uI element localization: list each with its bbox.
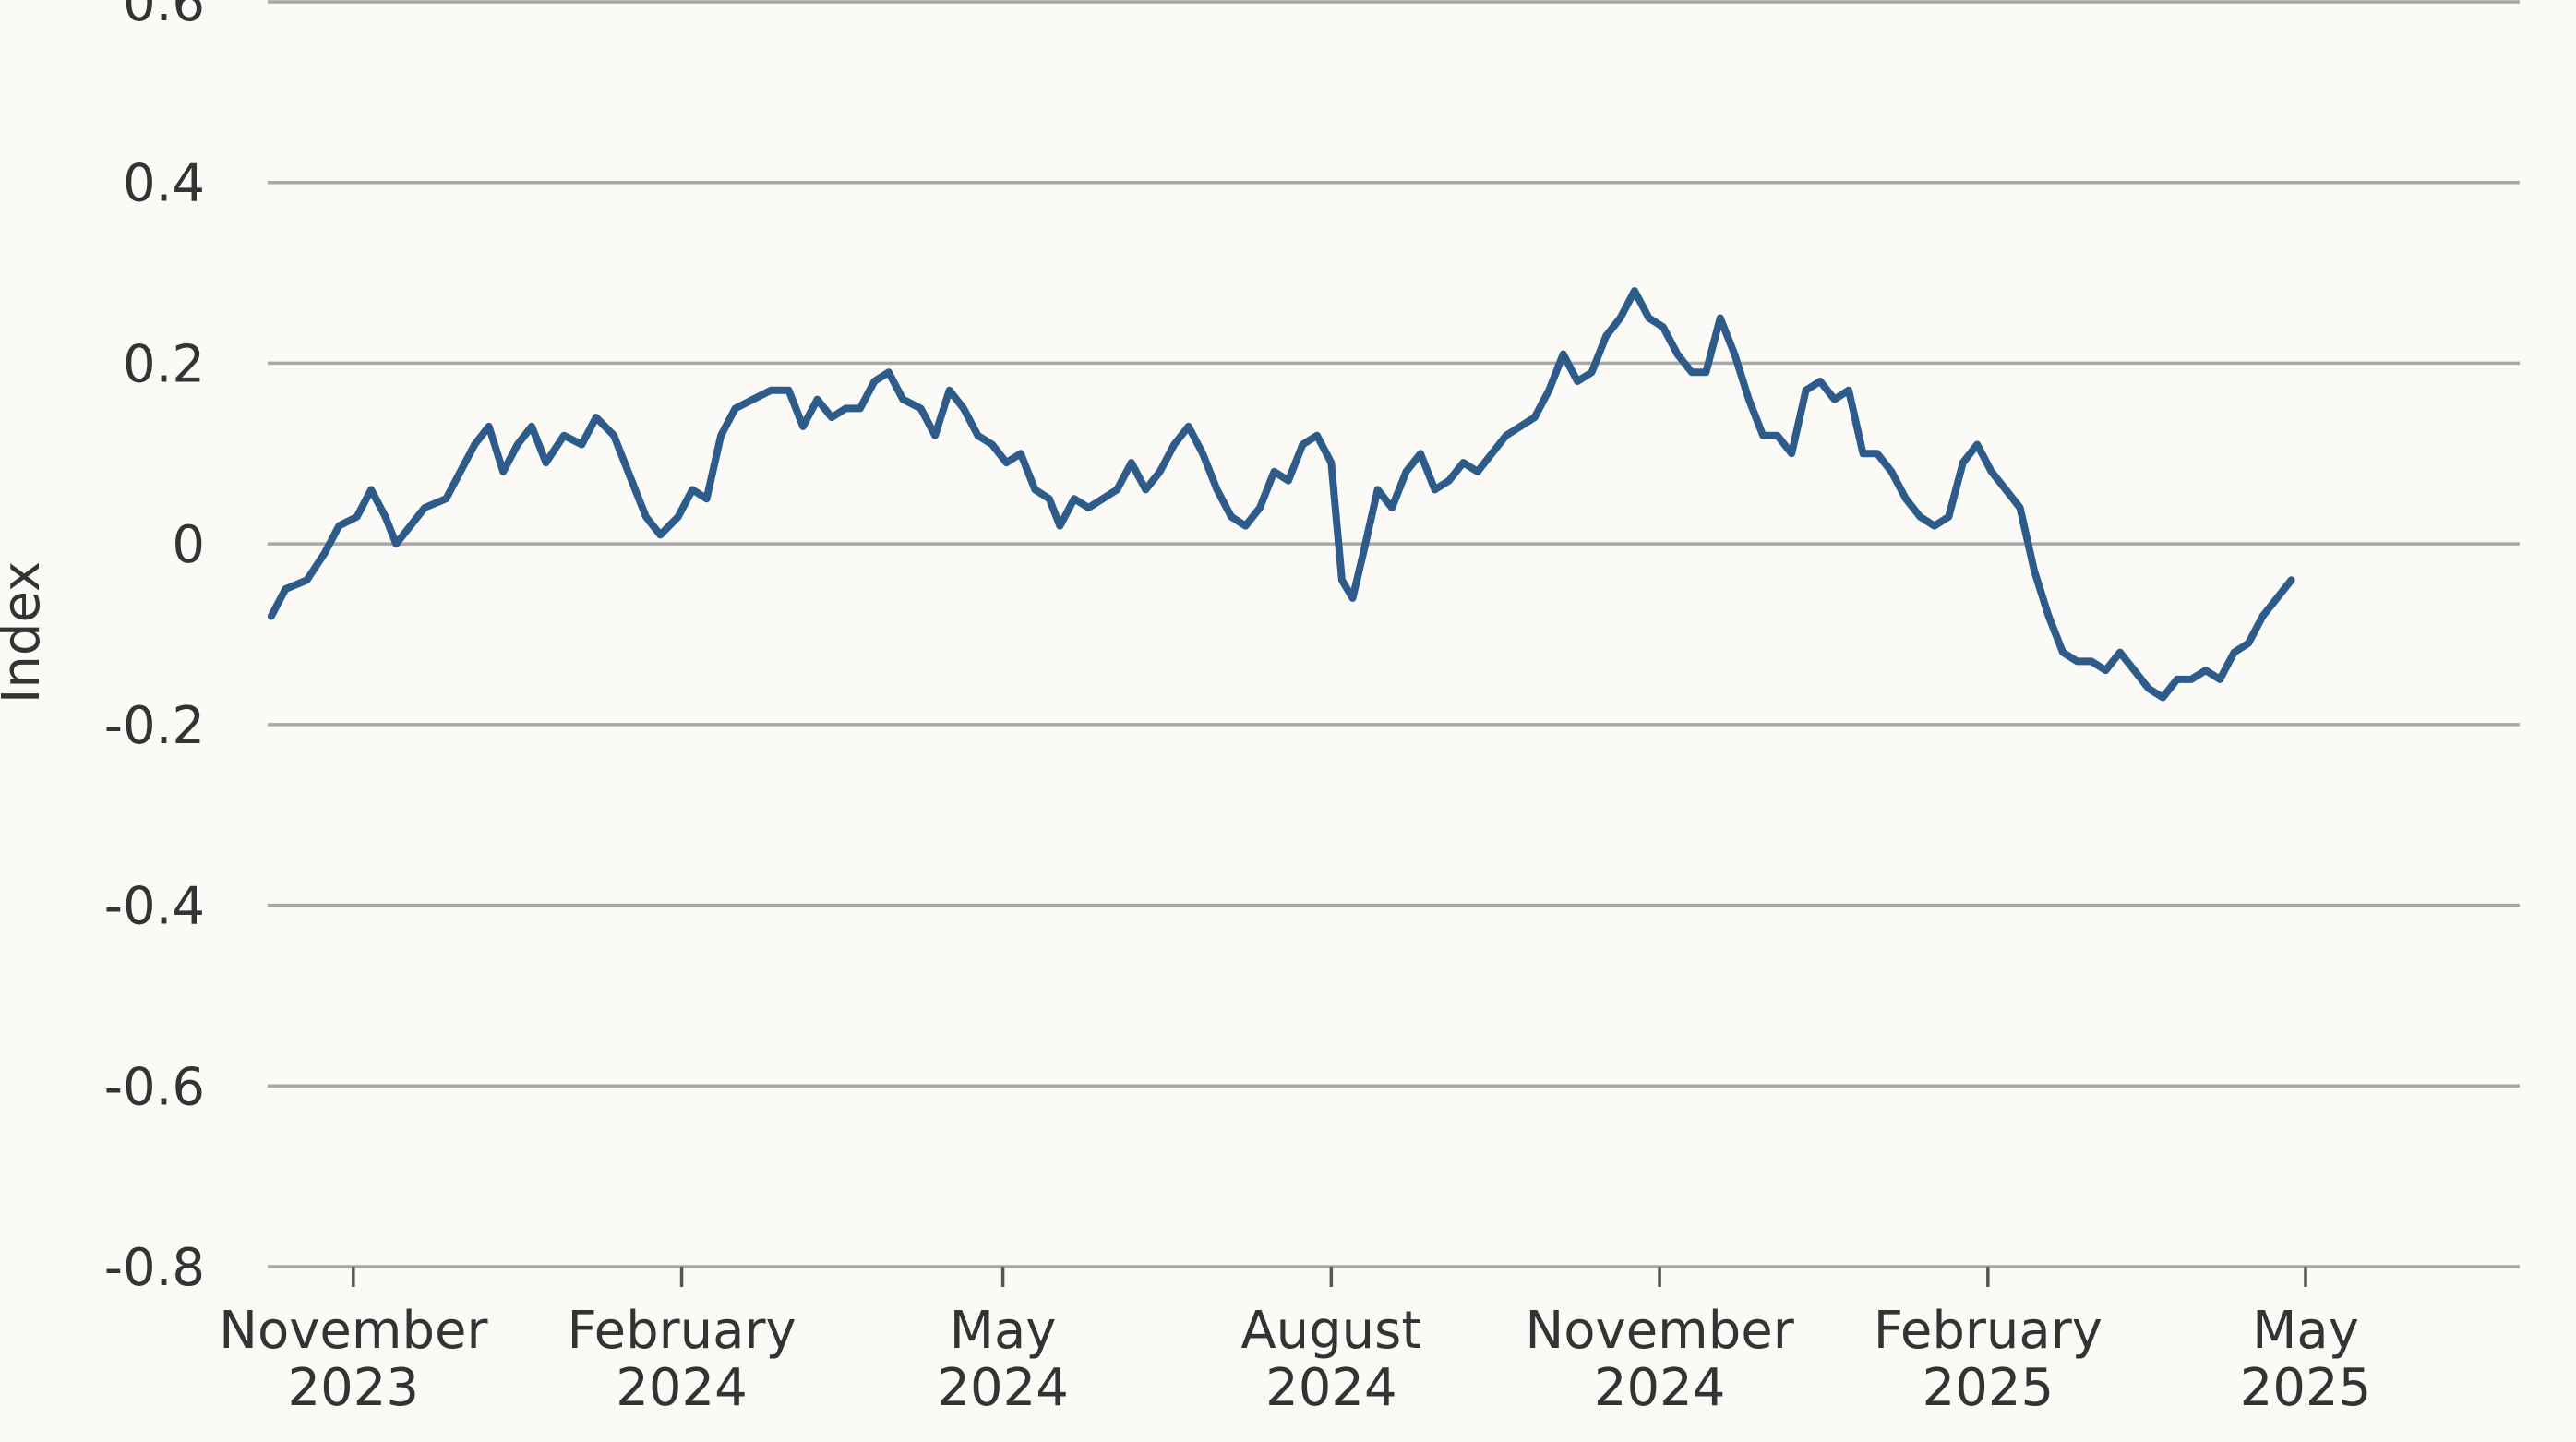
y-tick-label: 0.2: [123, 334, 205, 394]
y-tick-label: 0.4: [123, 154, 205, 214]
y-tick-label: -0.4: [104, 877, 205, 937]
x-tick-label: November 2023: [219, 1301, 488, 1418]
series-layer: [267, 287, 2295, 702]
y-tick-label: -0.2: [104, 696, 205, 756]
x-tick-label: February 2024: [567, 1301, 796, 1418]
x-tick-label: February 2025: [1874, 1301, 2103, 1418]
x-tick-label: November 2024: [1525, 1301, 1794, 1418]
gridlines: [268, 0, 2520, 1088]
y-axis-label: Index: [0, 561, 52, 703]
y-axis-tick-labels: -0.8 -0.6 -0.4 -0.2 0 0.2 0.4 0.6: [104, 0, 205, 1298]
y-tick-label: -0.8: [104, 1238, 205, 1298]
y-tick-label: -0.6: [104, 1057, 205, 1117]
x-tick-label: May 2025: [2240, 1301, 2372, 1418]
series-line: [267, 287, 2295, 702]
x-tick-label: August 2024: [1240, 1301, 1421, 1418]
x-tick-label: May 2024: [937, 1301, 1069, 1418]
y-tick-label: 0: [172, 515, 205, 575]
y-tick-label: 0.6: [123, 0, 205, 33]
x-axis: [268, 1265, 2520, 1287]
x-axis-tick-labels: November 2023 February 2024 May 2024 August 202…: [219, 1301, 2371, 1418]
